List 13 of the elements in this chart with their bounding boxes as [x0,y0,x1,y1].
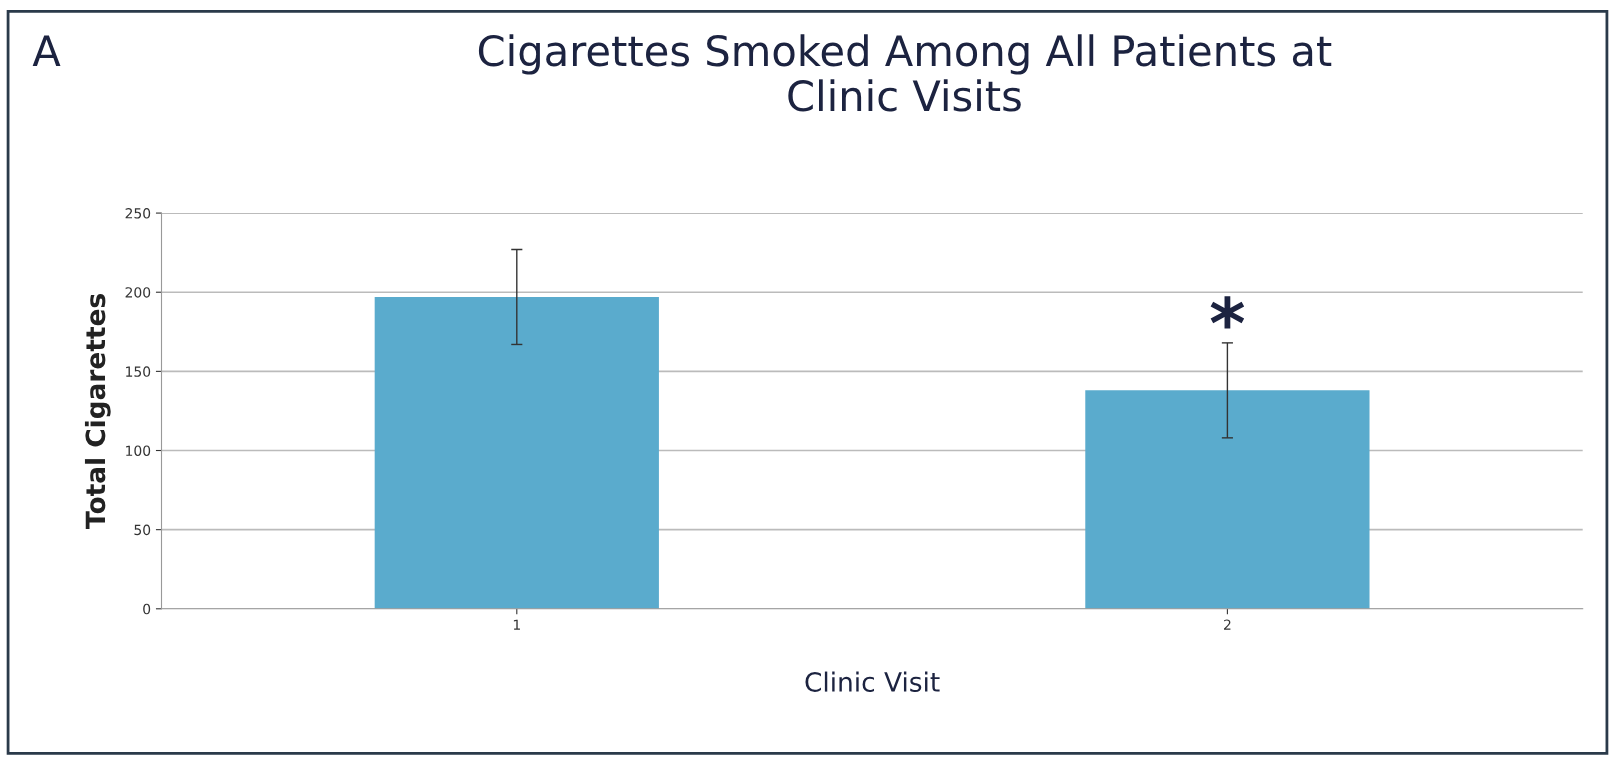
text: A [32,35,61,66]
chart-title: Cigarettes Smoked Among All Patients at Clinic Visits [478,34,1332,112]
y-tick-label: 200 [125,287,151,298]
x-axis-title: Clinic Visit [805,671,940,692]
x-tick-label: 2 [1224,619,1231,630]
y-tick-label: 50 [134,524,151,536]
x-tick-label: 1 [513,619,520,630]
y-axis-title: Total Cigarettes [84,294,111,529]
y-tick-label: 100 [126,445,151,456]
annotation: * [1210,296,1245,329]
y-tick-label: 0 [143,603,151,615]
y-tick-label: 250 [125,208,151,219]
y-tick-label: 150 [126,366,151,377]
